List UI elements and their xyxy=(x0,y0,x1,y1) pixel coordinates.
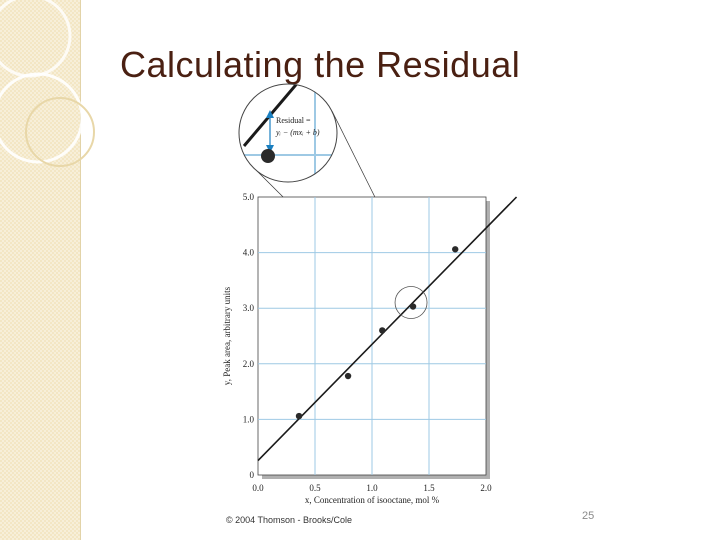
y-tick-label-2: 2.0 xyxy=(243,359,255,369)
data-points xyxy=(295,246,459,420)
x-tick-label-3: 1.5 xyxy=(423,483,435,493)
y-axis-label: y, Peak area, arbitrary units xyxy=(222,286,232,385)
decorative-side-strip xyxy=(0,0,81,540)
zoom-inset: Residual = yᵢ − (mxᵢ + b) xyxy=(238,83,338,183)
x-tick-label-0: 0.0 xyxy=(252,483,264,493)
data-point-2 xyxy=(379,327,386,334)
data-point-1 xyxy=(344,372,352,380)
gridlines xyxy=(258,197,486,475)
chart-frame xyxy=(257,196,490,479)
highlight-circle xyxy=(394,286,428,319)
slide-title: Calculating the Residual xyxy=(120,44,521,85)
data-point-0 xyxy=(295,412,303,420)
y-tick-label-1: 1.0 xyxy=(243,414,255,424)
data-point-4 xyxy=(452,246,459,253)
inset-fit-line xyxy=(242,84,302,147)
inset-label-line1: Residual = xyxy=(276,116,311,125)
page-number: 25 xyxy=(582,510,595,522)
inset-arrowhead-up xyxy=(266,110,274,118)
data-point-3 xyxy=(409,303,417,310)
x-axis-label: x, Concentration of isooctane, mol % xyxy=(305,495,440,505)
x-tick-label-1: 0.5 xyxy=(309,483,321,493)
decorative-circles xyxy=(0,0,95,167)
y-tick-label-5: 5.0 xyxy=(243,192,255,202)
inset-data-point xyxy=(261,149,275,163)
y-tick-label-4: 4.0 xyxy=(243,248,255,258)
inset-content: Residual = yᵢ − (mxᵢ + b) xyxy=(239,84,337,182)
y-tick-label-3: 3.0 xyxy=(243,303,255,313)
x-tick-label-2: 1.0 xyxy=(366,483,378,493)
inset-arrowhead-down xyxy=(266,145,274,153)
y-tick-labels: 0 1.0 2.0 3.0 4.0 5.0 xyxy=(243,192,255,480)
x-tick-label-4: 2.0 xyxy=(480,483,492,493)
inset-border xyxy=(238,83,338,183)
inset-label-line2: yᵢ − (mxᵢ + b) xyxy=(275,128,320,137)
copyright-notice: © 2004 Thomson - Brooks/Cole xyxy=(226,515,353,525)
y-tick-label-0: 0 xyxy=(250,470,255,480)
x-tick-labels: 0.0 0.5 1.0 1.5 2.0 xyxy=(252,483,492,493)
